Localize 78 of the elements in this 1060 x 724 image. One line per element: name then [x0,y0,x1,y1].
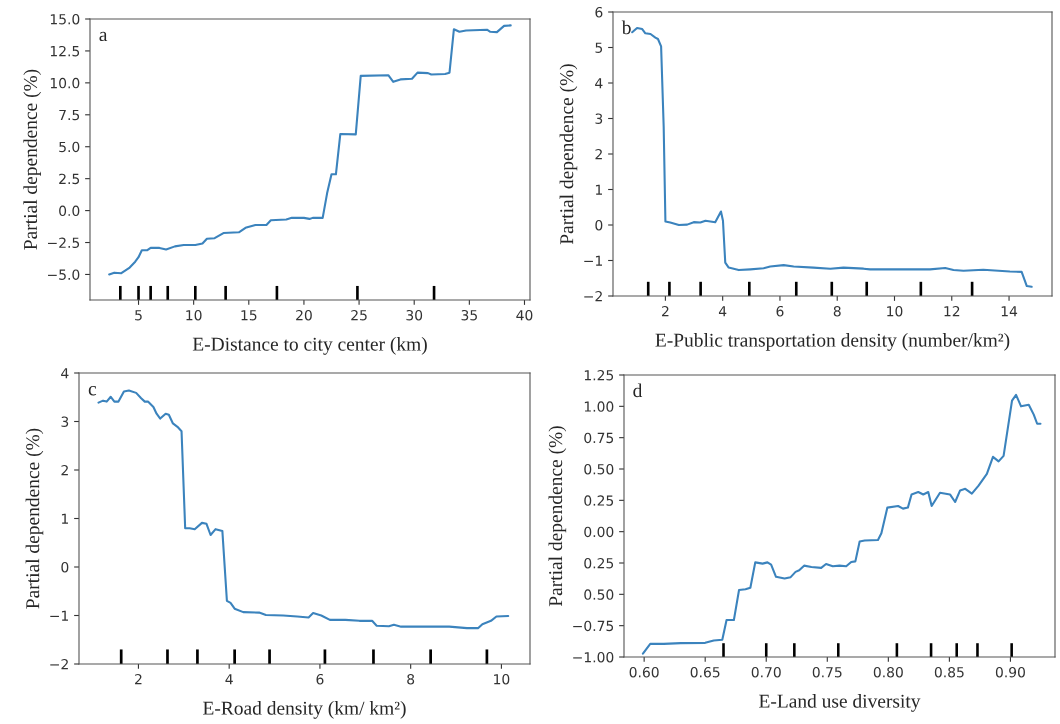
annotation: c [88,386,97,396]
line-series [97,389,510,630]
y-tick-label: 4 [595,78,603,89]
y-tick-label: 0 [595,219,603,231]
y-tick-label: 0.25 [584,557,614,569]
y-tick-label: 2 [61,464,68,476]
y-tick-label: −2 [584,290,602,302]
y-tick-label: 7.5 [59,109,80,121]
x-tick-label: 0.80 [873,666,903,678]
y-tick-label: 5 [595,42,603,53]
y-tick-label: −2.5 [48,237,80,248]
annotation: b [621,20,631,35]
y-tick-label: 10.0 [50,77,80,89]
y-tick-label: 0.50 [584,463,614,475]
x-tick-label: 4 [225,674,233,685]
x-tick-label: 0.75 [812,666,842,678]
y-axis-title: Partial dependence (%) [548,426,567,607]
line-series [641,393,1042,655]
x-tick-label: 8 [407,673,415,685]
x-tick-label: 2 [135,673,142,685]
x-tick-label: 40 [516,309,533,321]
x-tick-label: 10 [887,305,903,317]
x-tick-label: 0.85 [934,666,964,678]
x-tick-label: 35 [461,309,477,321]
line-series [631,26,1033,288]
y-tick-label: 3 [61,416,69,427]
x-tick-label: 0.90 [995,666,1025,678]
x-tick-label: 30 [406,309,423,321]
y-tick-label: −0.75 [573,620,614,632]
y-tick-label: 0.25 [584,495,614,506]
y-tick-label: −2 [50,658,68,670]
y-tick-label: 4 [61,368,69,379]
y-tick-label: 1.00 [584,401,614,412]
y-tick-label: 0 [61,561,69,573]
y-axis-title: Partial dependence (%) [559,64,578,245]
y-tick-label: 6 [595,6,603,18]
y-axis-title: Partial dependence (%) [25,428,44,609]
x-tick-label: 14 [1001,306,1018,317]
y-tick-label: 1.25 [584,369,614,381]
x-axis-title: E-Distance to city center (km) [192,337,427,355]
x-tick-label: 25 [351,309,367,321]
y-tick-label: 0.0 [59,205,80,217]
y-tick-label: 0.75 [584,432,614,444]
y-tick-label: −1.00 [573,651,614,663]
y-tick-label: 3 [595,113,603,124]
y-tick-label: 1 [61,513,68,524]
x-axis-title: E-Public transportation density (number/km²) [655,333,1010,351]
x-tick-label: 8 [833,305,841,317]
y-tick-label: 2 [595,148,602,160]
y-tick-label: 1 [595,184,602,195]
y-tick-label: 0.00 [584,526,614,538]
x-tick-label: 10 [186,309,202,321]
x-tick-label: 5 [135,310,142,321]
x-tick-label: 0.70 [751,666,781,678]
x-tick-label: 20 [296,309,312,321]
x-tick-label: 2 [662,305,669,317]
y-tick-label: −1 [584,255,602,266]
y-tick-label: −5.0 [48,269,80,280]
x-tick-label: 12 [944,305,960,317]
x-tick-label: 6 [316,673,324,685]
x-tick-label: 10 [494,673,510,685]
y-tick-label: 5.0 [59,141,80,153]
y-tick-label: 12.5 [50,45,80,57]
y-tick-label: 2.5 [59,173,80,185]
x-tick-label: 4 [718,306,727,317]
annotation: d [633,383,643,398]
line-series [108,24,512,276]
x-axis-title: E-Land use diversity [759,694,921,712]
y-tick-label: 0.50 [584,589,614,600]
y-tick-label: 15.0 [50,13,80,25]
x-axis-title: E-Road density (km/ km²) [203,701,406,719]
y-axis-title: Partial dependence (%) [23,69,41,250]
x-tick-label: 15 [241,310,257,321]
x-tick-label: 0.65 [690,666,720,678]
x-tick-label: 0.60 [629,666,659,678]
annotation: a [99,31,108,42]
y-tick-label: −1 [50,610,68,621]
x-tick-label: 6 [776,305,784,317]
